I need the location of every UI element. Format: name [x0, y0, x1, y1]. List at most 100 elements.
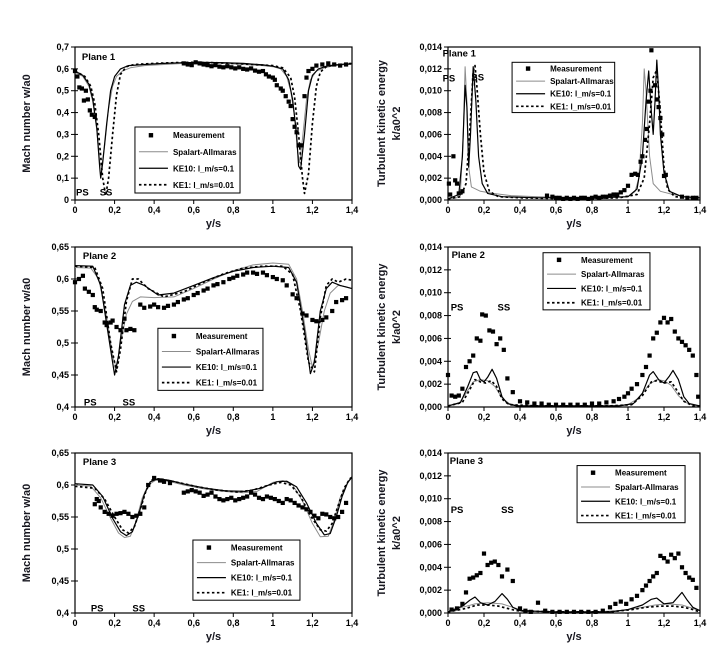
y-tick-label: 0,004 — [419, 562, 442, 572]
measurement-point — [213, 494, 218, 499]
measurement-point — [456, 393, 461, 398]
annotation-ps: PS — [451, 505, 464, 516]
x-tick-label: 0,6 — [187, 205, 200, 215]
annotation-ss: SS — [498, 303, 511, 314]
x-tick-label: 1 — [270, 618, 275, 628]
measurement-point — [284, 283, 289, 288]
y-tick-label: 0,010 — [419, 288, 442, 298]
measurement-point — [227, 276, 232, 282]
measurement-point — [561, 196, 566, 202]
measurement-point — [284, 496, 289, 502]
x-tick-label: 0,2 — [108, 412, 121, 422]
measurement-point — [539, 401, 544, 406]
measurement-point — [449, 607, 454, 612]
measurement-point — [217, 496, 222, 502]
measurement-point — [523, 608, 528, 613]
measurement-point — [648, 88, 653, 93]
measurement-point — [651, 574, 656, 579]
legend-label-measurement: Measurement — [550, 65, 602, 74]
x-axis-title: y/s — [566, 425, 581, 437]
measurement-point — [629, 172, 634, 177]
measurement-point — [324, 512, 329, 517]
measurement-point — [467, 359, 472, 364]
y-tick-label: 0,65 — [51, 448, 69, 458]
y-axis-title: k/a0^2 — [391, 516, 403, 550]
legend-marker-measurement — [171, 333, 177, 339]
measurement-point — [304, 313, 309, 318]
measurement-point — [86, 289, 91, 294]
measurement-point — [274, 83, 279, 88]
measurement-point — [288, 103, 293, 109]
measurement-point — [280, 500, 285, 506]
legend-marker-measurement — [590, 470, 596, 475]
measurement-point — [306, 68, 311, 74]
y-tick-label: 0,014 — [419, 448, 442, 458]
measurement-point — [336, 514, 341, 520]
measurement-point — [604, 400, 609, 405]
annotation-ps: PS — [91, 604, 104, 615]
measurement-point — [679, 194, 685, 199]
legend-label-spalart: Spalart-Allmaras — [231, 559, 295, 568]
measurement-point — [185, 296, 190, 301]
legend: Measurement Spalart-Allmaras KE10: l_m/s=0… — [542, 252, 651, 311]
measurement-point — [171, 302, 177, 307]
measurement-point — [241, 495, 246, 500]
measurement-point — [92, 502, 97, 507]
measurement-point — [634, 382, 640, 387]
x-tick-label: 0,4 — [514, 205, 527, 215]
measurement-point — [193, 60, 198, 65]
measurement-point — [543, 608, 548, 613]
measurement-point — [568, 402, 573, 407]
legend: Measurement Spalart-Allmaras KE10: l_m/s=0… — [576, 465, 686, 524]
legend-box — [542, 252, 651, 311]
measurement-point — [546, 402, 551, 407]
measurement-point — [134, 513, 139, 518]
measurement-point — [225, 64, 230, 69]
y-tick-label: 0,010 — [419, 86, 442, 96]
measurement-point — [690, 577, 695, 582]
legend-label-ke10: KE10: l_m/s=0.1 — [196, 363, 258, 372]
measurement-point — [156, 305, 161, 310]
measurement-point — [205, 286, 210, 291]
measurement-point — [460, 386, 465, 391]
x-tick-label: 0,4 — [514, 618, 527, 628]
y-axis-title: Turbulent kinetic energy — [376, 59, 388, 187]
legend: Measurement Spalart-Allmaras KE10: l_m/s=0… — [157, 327, 264, 391]
annotation-ps: PS — [451, 303, 464, 314]
measurement-point — [499, 574, 505, 579]
plot-border — [74, 46, 353, 201]
legend-label-ke10: KE10: l_m/s=0.1 — [173, 164, 235, 173]
y-axis-title: k/a0^2 — [391, 310, 403, 344]
measurement-point — [629, 386, 634, 391]
y-tick-label: 0,5 — [56, 544, 69, 554]
x-tick-label: 1,2 — [306, 205, 319, 215]
measurement-point — [589, 195, 595, 200]
measurement-point — [683, 570, 688, 576]
x-axis-title: y/s — [566, 218, 581, 230]
y-tick-label: 0,004 — [419, 356, 442, 366]
measurement-point — [197, 61, 202, 66]
measurement-point — [268, 495, 273, 500]
measurement-point — [640, 154, 645, 159]
measurement-point — [167, 480, 173, 486]
measurement-point — [532, 401, 537, 406]
measurement-point — [625, 391, 631, 396]
legend-box — [192, 539, 301, 601]
x-tick-label: 1,4 — [346, 618, 359, 628]
measurement-point — [343, 62, 349, 67]
y-tick-label: 0,1 — [56, 173, 69, 183]
measurement-point — [557, 195, 562, 200]
measurement-point — [658, 553, 663, 558]
measurement-point — [316, 516, 321, 521]
measurement-point — [237, 65, 242, 70]
y-tick-label: 0,7 — [56, 42, 69, 52]
measurement-point — [647, 578, 652, 584]
series-measurement — [72, 60, 349, 148]
measurement-point — [241, 66, 246, 71]
legend-label-spalart: Spalart-Allmaras — [550, 77, 614, 86]
measurement-point — [248, 66, 254, 71]
legend-box — [157, 327, 264, 391]
y-tick-label: 0,3 — [56, 129, 69, 139]
x-tick-label: 1 — [625, 205, 630, 215]
